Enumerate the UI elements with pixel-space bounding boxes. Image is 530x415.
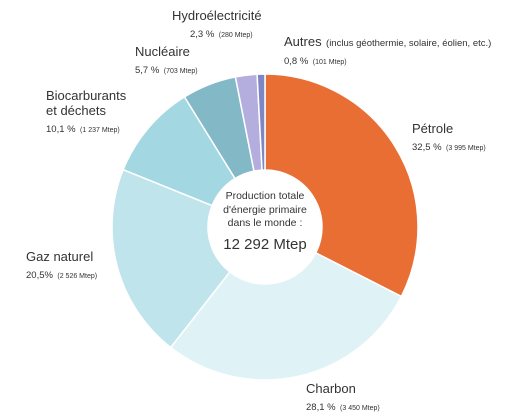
label-hydro-pct: 2,3 % (190, 28, 215, 40)
label-nucleaire-name: Nucléaire (135, 44, 190, 59)
label-bio: Biocarburants et déchets 10,1 % (1 237 M… (46, 88, 127, 137)
label-nucleaire-pct: 5,7 % (135, 64, 160, 76)
label-bio-name: Biocarburants (46, 88, 127, 103)
label-charbon: Charbon 28,1 % (3 450 Mtep) (306, 381, 380, 415)
label-autres-name: Autres (284, 34, 322, 49)
label-hydro: Hydroélectricité 2,3 % (280 Mtep) (172, 8, 262, 42)
label-autres-pct: 0,8 % (284, 56, 309, 68)
label-bio-name2: et déchets (46, 102, 106, 118)
label-nucleaire: Nucléaire 5,7 % (703 Mtep) (135, 44, 198, 78)
label-autres: Autres (inclus géothermie, solaire, éoli… (284, 33, 491, 70)
center-line-1: Production totale (225, 190, 305, 202)
label-petrole-pct: 32,5 % (412, 141, 442, 153)
label-charbon-pct: 28,1 % (306, 401, 336, 413)
label-petrole-name: Pétrole (412, 121, 454, 136)
center-line-3: dans le monde : (227, 217, 303, 230)
label-charbon-mtep: (3 450 Mtep) (340, 404, 380, 412)
label-bio-pct: 10,1 % (46, 123, 76, 135)
center-line-2: d'énergie primaire (223, 203, 307, 216)
label-gaz-mtep: (2 526 Mtep) (57, 272, 98, 280)
slice-autres (256, 73, 266, 171)
slice-charbon (169, 251, 403, 381)
label-nucleaire-mtep: (703 Mtep) (163, 67, 198, 75)
label-autres-mtep: (101 Mtep) (312, 59, 347, 67)
label-bio-mtep: (1 237 Mtep) (80, 126, 120, 134)
label-gaz: Gaz naturel 20,5% (2 526 Mtep) (26, 249, 98, 283)
label-hydro-name: Hydroélectricité (172, 8, 262, 23)
center-total: 12 292 Mtep (223, 235, 307, 253)
center-label: Production totale d'énergie primaire dan… (200, 190, 330, 254)
label-charbon-name: Charbon (306, 381, 356, 396)
slice-gaz (111, 168, 231, 349)
label-autres-detail: (inclus géothermie, solaire, éolien, etc… (326, 38, 492, 49)
label-petrole: Pétrole 32,5 % (3 995 Mtep) (412, 121, 486, 155)
slice-petrole (264, 73, 419, 298)
label-gaz-name: Gaz naturel (26, 249, 94, 264)
label-petrole-mtep: (3 995 Mtep) (446, 144, 486, 152)
label-hydro-mtep: (280 Mtep) (218, 31, 253, 39)
label-gaz-pct: 20,5% (26, 269, 53, 281)
